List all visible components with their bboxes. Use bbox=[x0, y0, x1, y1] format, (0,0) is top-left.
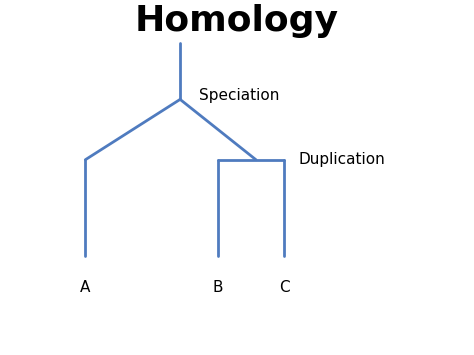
Text: Homology: Homology bbox=[135, 4, 339, 38]
Text: Speciation: Speciation bbox=[199, 88, 280, 103]
Text: B: B bbox=[213, 280, 223, 295]
Text: C: C bbox=[279, 280, 290, 295]
Text: Duplication: Duplication bbox=[299, 152, 385, 167]
Text: A: A bbox=[80, 280, 91, 295]
